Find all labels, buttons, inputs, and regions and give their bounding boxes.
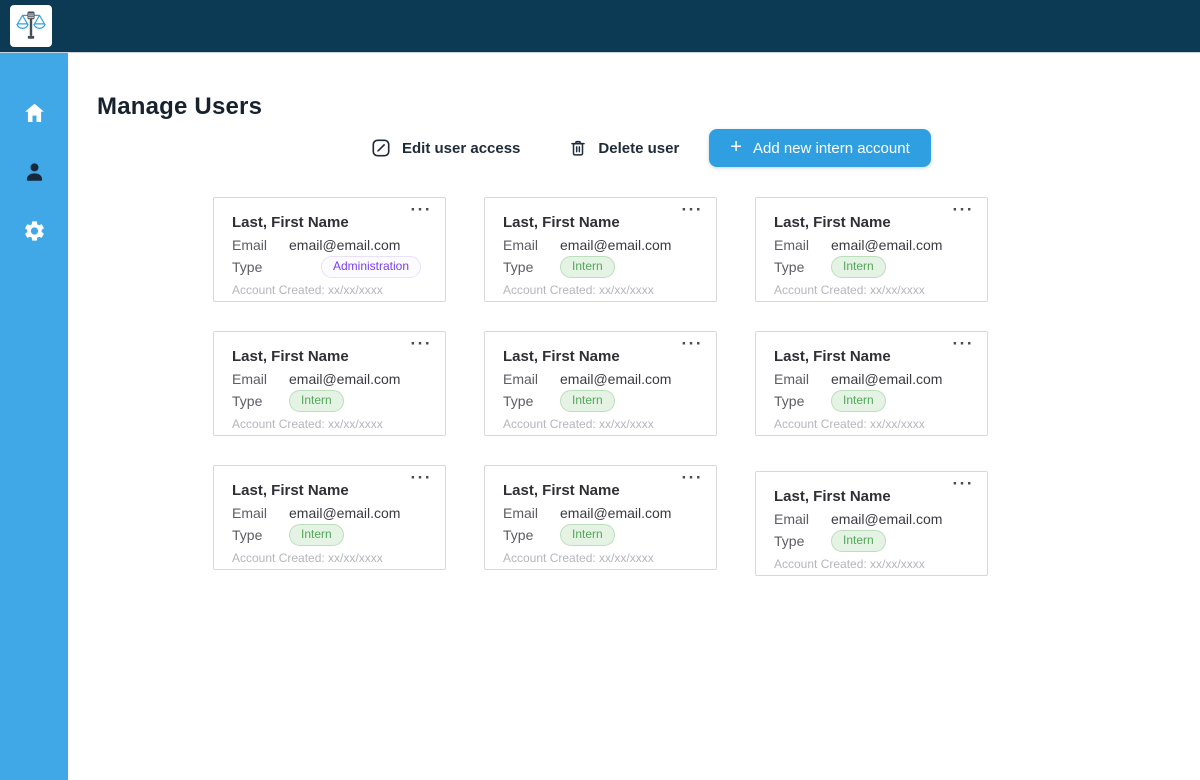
email-value: email@email.com — [560, 236, 672, 253]
email-label: Email — [774, 370, 810, 387]
type-label: Type — [232, 526, 263, 543]
email-label: Email — [503, 370, 539, 387]
user-card: ··· Last, First Name Email email@email.c… — [213, 465, 446, 570]
type-badge: Intern — [289, 524, 344, 546]
type-badge: Intern — [831, 256, 886, 278]
account-created: Account Created: xx/xx/xxxx — [774, 282, 925, 297]
toolbar: Edit user access Delete user + Add new i… — [370, 129, 931, 167]
user-name: Last, First Name — [774, 488, 891, 505]
type-badge: Intern — [289, 390, 344, 412]
type-label: Type — [232, 258, 263, 275]
email-label: Email — [232, 236, 268, 253]
account-created: Account Created: xx/xx/xxxx — [503, 416, 654, 431]
account-created: Account Created: xx/xx/xxxx — [503, 282, 654, 297]
email-label: Email — [232, 504, 268, 521]
user-card: ··· Last, First Name Email email@email.c… — [755, 331, 988, 436]
email-value: email@email.com — [289, 236, 401, 253]
user-card: ··· Last, First Name Email email@email.c… — [755, 197, 988, 302]
email-value: email@email.com — [831, 510, 943, 527]
email-value: email@email.com — [289, 504, 401, 521]
plus-icon: + — [730, 136, 742, 158]
user-name: Last, First Name — [503, 482, 620, 499]
account-created: Account Created: xx/xx/xxxx — [232, 282, 383, 297]
email-value: email@email.com — [560, 504, 672, 521]
top-bar — [0, 0, 1200, 53]
email-value: email@email.com — [289, 370, 401, 387]
account-created: Account Created: xx/xx/xxxx — [232, 416, 383, 431]
sidebar-item-users[interactable] — [16, 159, 52, 184]
user-card-grid: ··· Last, First Name Email email@email.c… — [213, 197, 988, 576]
email-label: Email — [503, 236, 539, 253]
sidebar-item-settings[interactable] — [16, 218, 52, 243]
delete-user-button[interactable]: Delete user — [568, 137, 679, 159]
delete-user-label: Delete user — [598, 139, 680, 157]
main-content: Manage Users Edit user access Delete use… — [68, 53, 1200, 780]
email-value: email@email.com — [831, 236, 943, 253]
edit-user-access-button[interactable]: Edit user access — [370, 137, 520, 159]
user-card: ··· Last, First Name Email email@email.c… — [755, 471, 988, 576]
type-label: Type — [503, 258, 534, 275]
ellipsis-menu-icon[interactable]: ··· — [682, 331, 703, 356]
ellipsis-menu-icon[interactable]: ··· — [682, 465, 703, 490]
type-badge: Administration — [321, 256, 422, 278]
ellipsis-menu-icon[interactable]: ··· — [411, 465, 432, 490]
type-badge: Intern — [560, 256, 615, 278]
trash-icon — [571, 140, 586, 156]
user-card: ··· Last, First Name Email email@email.c… — [213, 197, 446, 302]
user-name: Last, First Name — [503, 214, 620, 231]
account-created: Account Created: xx/xx/xxxx — [503, 550, 654, 565]
add-new-intern-button[interactable]: + Add new intern account — [709, 129, 931, 167]
user-name: Last, First Name — [774, 214, 891, 231]
ellipsis-menu-icon[interactable]: ··· — [953, 331, 974, 356]
account-created: Account Created: xx/xx/xxxx — [774, 556, 925, 571]
type-label: Type — [232, 392, 263, 409]
type-label: Type — [774, 532, 805, 549]
type-label: Type — [774, 258, 805, 275]
type-badge: Intern — [560, 390, 615, 412]
sidebar — [0, 53, 68, 780]
scales-of-justice-icon — [16, 11, 46, 39]
ellipsis-menu-icon[interactable]: ··· — [953, 471, 974, 496]
user-name: Last, First Name — [232, 348, 349, 365]
account-created: Account Created: xx/xx/xxxx — [232, 550, 383, 565]
account-created: Account Created: xx/xx/xxxx — [774, 416, 925, 431]
user-card: ··· Last, First Name Email email@email.c… — [213, 331, 446, 436]
ellipsis-menu-icon[interactable]: ··· — [411, 197, 432, 222]
email-label: Email — [774, 236, 810, 253]
email-value: email@email.com — [560, 370, 672, 387]
ellipsis-menu-icon[interactable]: ··· — [953, 197, 974, 222]
type-label: Type — [503, 526, 534, 543]
user-card: ··· Last, First Name Email email@email.c… — [484, 197, 717, 302]
user-name: Last, First Name — [232, 214, 349, 231]
type-badge: Intern — [560, 524, 615, 546]
type-label: Type — [503, 392, 534, 409]
user-card: ··· Last, First Name Email email@email.c… — [484, 465, 717, 570]
user-card: ··· Last, First Name Email email@email.c… — [484, 331, 717, 436]
ellipsis-menu-icon[interactable]: ··· — [411, 331, 432, 356]
person-icon — [26, 162, 42, 181]
type-label: Type — [774, 392, 805, 409]
sidebar-item-home[interactable] — [16, 100, 52, 125]
gear-icon — [24, 220, 44, 241]
edit-user-access-label: Edit user access — [402, 139, 521, 157]
add-new-intern-label: Add new intern account — [752, 139, 910, 157]
page-title: Manage Users — [97, 93, 263, 120]
type-badge: Intern — [831, 530, 886, 552]
user-name: Last, First Name — [774, 348, 891, 365]
user-name: Last, First Name — [503, 348, 620, 365]
scales-of-justice-logo[interactable] — [10, 5, 52, 47]
ellipsis-menu-icon[interactable]: ··· — [682, 197, 703, 222]
email-label: Email — [503, 504, 539, 521]
user-name: Last, First Name — [232, 482, 349, 499]
email-label: Email — [774, 510, 810, 527]
home-icon — [24, 103, 44, 122]
email-label: Email — [232, 370, 268, 387]
type-badge: Intern — [831, 390, 886, 412]
edit-icon — [372, 139, 390, 157]
email-value: email@email.com — [831, 370, 943, 387]
